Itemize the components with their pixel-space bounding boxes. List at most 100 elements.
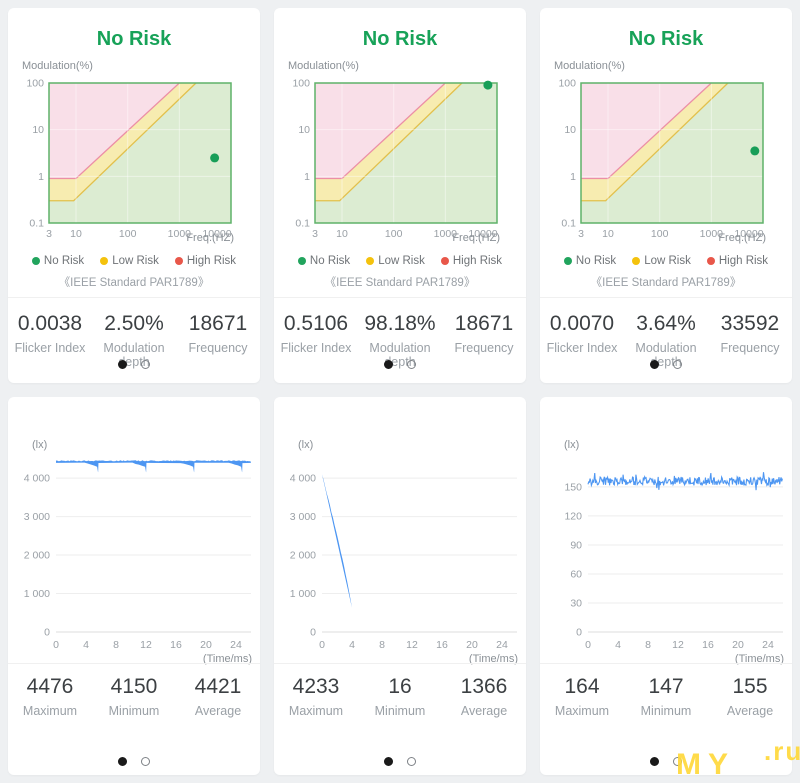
legend-item-high-risk: High Risk (440, 255, 503, 267)
page-dot[interactable] (407, 757, 416, 766)
page-dot[interactable] (384, 757, 393, 766)
svg-text:1 000: 1 000 (24, 588, 50, 600)
x-axis-label: (Time/ms) (468, 653, 518, 665)
page-indicator (274, 757, 526, 766)
y-axis-label: Modulation(%) (22, 60, 93, 72)
high-risk-dot-icon (440, 257, 449, 265)
stat-maximum: 164 Maximum (554, 675, 610, 718)
waveform-svg: 4 000 3 000 2 000 1 000 00 4 8 12 16 20 24 (24, 460, 251, 651)
svg-text:3: 3 (46, 228, 52, 240)
page-indicator (8, 757, 260, 766)
flicker-risk-card-3: No Risk Modulation(%) 100 10 1 0.1 3 10 100 100… (540, 8, 792, 383)
risk-chart-svg: 100 10 1 0.13 10 100 1000 10000 (26, 78, 231, 241)
legend-item-high-risk: High Risk (174, 255, 236, 267)
risk-legend: No Risk Low Risk High Risk (274, 255, 526, 267)
svg-text:0.1: 0.1 (295, 218, 310, 230)
divider (540, 297, 792, 298)
page-dot[interactable] (673, 757, 682, 766)
y-axis-label: (lx) (564, 439, 580, 451)
svg-text:1000: 1000 (168, 228, 192, 240)
waveform-area (322, 474, 352, 608)
waveform-area (56, 460, 251, 473)
legend-label: Low Risk (112, 255, 159, 267)
low-risk-dot-icon (632, 257, 641, 265)
svg-text:0: 0 (576, 627, 582, 639)
svg-text:2 000: 2 000 (24, 550, 50, 562)
svg-text:1: 1 (38, 171, 44, 183)
svg-text:100: 100 (558, 78, 576, 90)
no-risk-dot-icon (297, 257, 306, 265)
waveform-card-1: (lx) 4 000 3 000 2 000 1 000 0 0 4 8 12 16 20 24 (T… (8, 397, 260, 775)
page-dot[interactable] (141, 360, 150, 369)
svg-text:4: 4 (615, 639, 621, 651)
stat-flicker-index: 0.5106 Flicker Index (280, 312, 352, 355)
divider (540, 663, 792, 664)
svg-text:8: 8 (645, 639, 651, 651)
stat-minimum: 147 Minimum (640, 675, 692, 718)
y-axis-label: Modulation(%) (554, 60, 625, 72)
svg-text:0.1: 0.1 (29, 218, 44, 230)
legend-label: High Risk (452, 255, 503, 267)
svg-text:10: 10 (298, 124, 310, 136)
stats-row: 4233 Maximum 16 Minimum 1366 Average (274, 675, 526, 718)
standard-note: 《IEEE Standard PAR1789》 (590, 277, 742, 289)
svg-text:100: 100 (26, 78, 44, 90)
stat-frequency: 33592 Frequency (720, 312, 780, 355)
risk-region-chart: 100 10 1 0.1 3 10 100 1000 10000 (282, 75, 516, 245)
page-dot[interactable] (650, 360, 659, 369)
divider (274, 663, 526, 664)
no-risk-dot-icon (31, 257, 40, 265)
risk-verdict-title: No Risk (362, 28, 438, 50)
waveform-svg: 150 120 90 60 30 00 4 8 12 16 20 24 (564, 472, 783, 651)
measurement-point (210, 153, 220, 163)
svg-text:1 000: 1 000 (290, 588, 316, 600)
svg-text:0: 0 (319, 639, 325, 651)
svg-text:4: 4 (83, 639, 89, 651)
high-risk-dot-icon (174, 257, 183, 265)
svg-text:100: 100 (292, 78, 310, 90)
svg-text:3 000: 3 000 (290, 511, 316, 523)
legend-item-no-risk: No Risk (563, 255, 616, 267)
svg-text:4 000: 4 000 (290, 473, 316, 485)
legend-item-high-risk: High Risk (706, 255, 768, 267)
page-dot[interactable] (650, 757, 659, 766)
page-dot[interactable] (407, 360, 416, 369)
svg-text:120: 120 (564, 510, 582, 522)
low-risk-dot-icon (366, 257, 375, 265)
page-indicator (8, 360, 260, 369)
svg-text:3 000: 3 000 (24, 511, 50, 523)
svg-text:0: 0 (310, 627, 316, 639)
svg-text:3: 3 (312, 228, 318, 240)
waveform-card-3: (lx) 150 120 90 60 30 0 0 4 8 12 16 20 24 (Time/ms) … (540, 397, 792, 775)
svg-text:16: 16 (702, 639, 714, 651)
stat-frequency: 18671 Frequency (188, 312, 248, 355)
page-dot[interactable] (118, 757, 127, 766)
page-dot[interactable] (673, 360, 682, 369)
x-axis-label: (Time/ms) (202, 653, 252, 665)
waveform-svg: 4 000 3 000 2 000 1 000 00 4 8 12 16 20 24 (290, 473, 517, 651)
svg-text:20: 20 (466, 639, 478, 651)
page-dot[interactable] (384, 360, 393, 369)
svg-text:60: 60 (570, 568, 582, 580)
waveform-card-2: (lx) 4 000 3 000 2 000 1 000 0 0 4 8 12 16 20 24 (T… (274, 397, 526, 775)
page-dot[interactable] (118, 360, 127, 369)
stat-minimum: 16 Minimum (374, 675, 426, 718)
stat-maximum: 4476 Maximum (22, 675, 78, 718)
legend-item-no-risk: No Risk (31, 255, 84, 267)
stats-row: 164 Maximum 147 Minimum 155 Average (540, 675, 792, 718)
legend-item-low-risk: Low Risk (100, 255, 159, 267)
y-axis-label: Modulation(%) (288, 60, 359, 72)
risk-region-chart: 100 10 1 0.1 3 10 100 1000 10000 (548, 75, 782, 245)
waveform-chart: 4 000 3 000 2 000 1 000 0 0 4 8 12 16 20 24 (282, 449, 522, 665)
legend-label: No Risk (309, 255, 351, 267)
x-axis-label: Freq.(HZ) (452, 232, 500, 244)
stat-average: 4421 Average (194, 675, 242, 718)
standard-note: 《IEEE Standard PAR1789》 (324, 277, 476, 289)
stat-flicker-index: 0.0070 Flicker Index (546, 312, 618, 355)
stat-frequency: 18671 Frequency (454, 312, 514, 355)
page-dot[interactable] (141, 757, 150, 766)
svg-text:4 000: 4 000 (24, 473, 50, 485)
svg-text:20: 20 (200, 639, 212, 651)
svg-text:16: 16 (436, 639, 448, 651)
